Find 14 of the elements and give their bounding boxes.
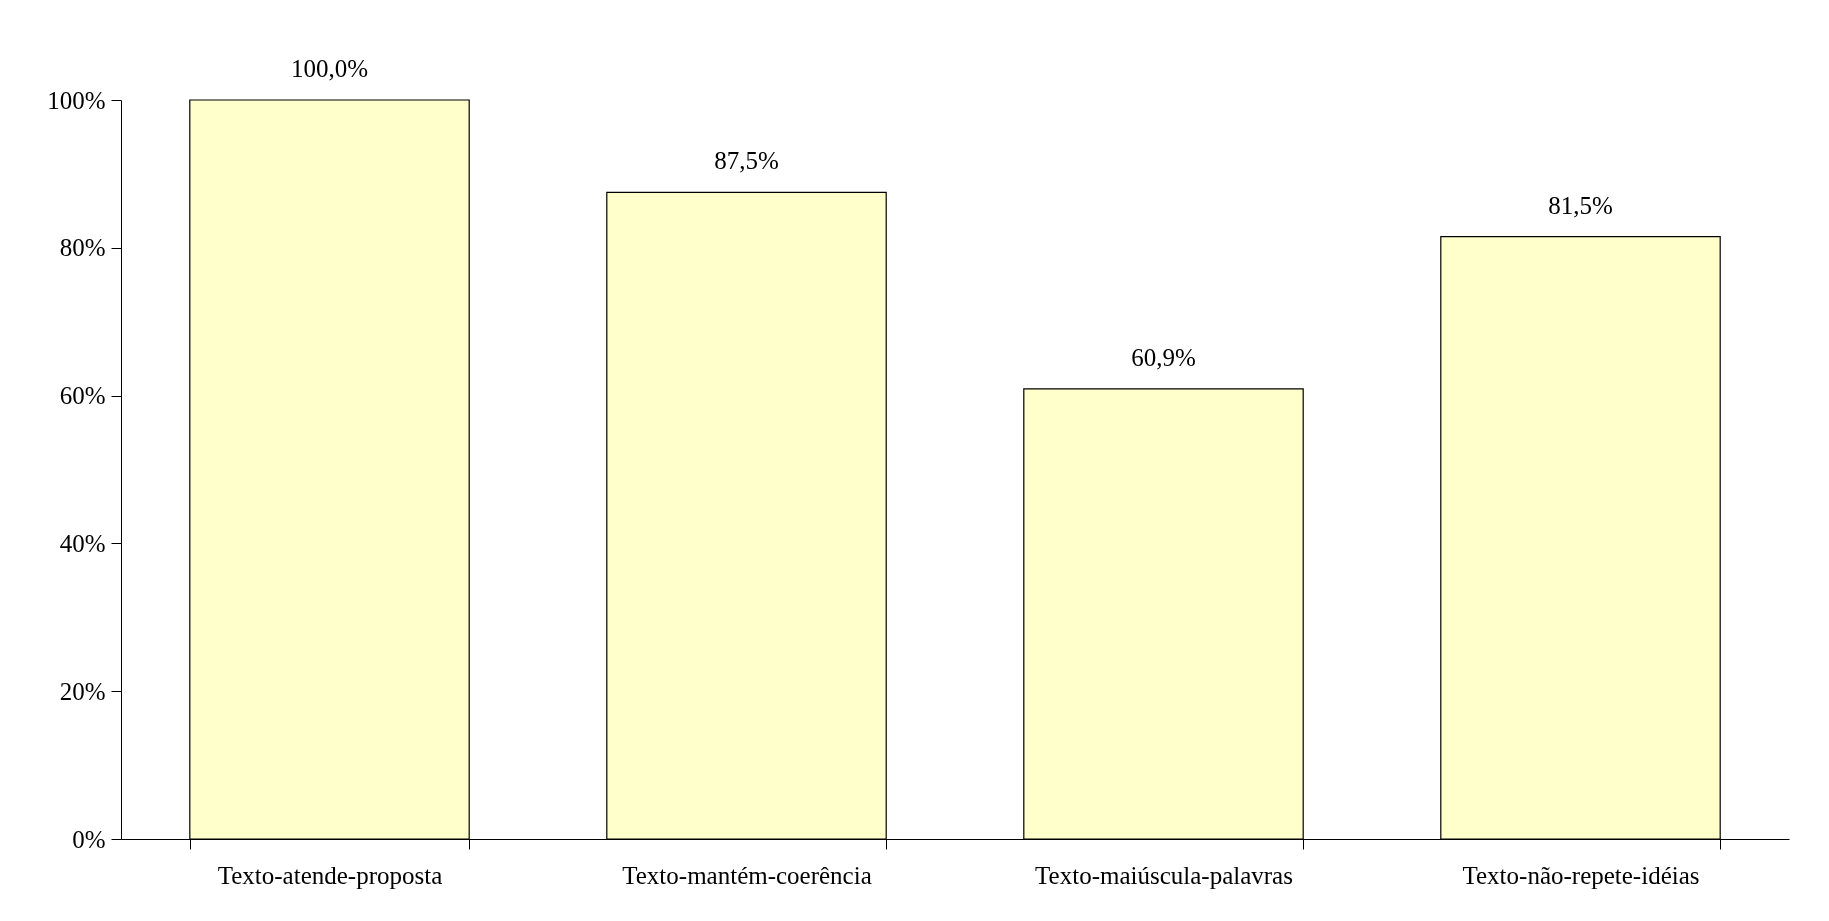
y-tick-label: 60%: [59, 382, 106, 410]
x-tick-label: Texto-mantém-coerência: [622, 861, 872, 889]
y-tick-label: 20%: [59, 677, 106, 705]
y-tick-label: 100%: [47, 86, 106, 114]
x-tick-label: Texto-maiúscula-palavras: [1035, 861, 1293, 889]
y-tick-label: 80%: [59, 234, 106, 262]
y-tick-label: 0%: [72, 825, 106, 853]
y-tick-label: 40%: [59, 529, 106, 557]
data-label: 100,0%: [290, 55, 369, 82]
x-tick-label: Texto-atende-proposta: [217, 861, 443, 889]
data-label: 60,9%: [1131, 343, 1196, 371]
data-label: 87,5%: [714, 147, 779, 175]
x-tick-label: Texto-não-repete-idéias: [1462, 861, 1700, 889]
data-label: 81,5%: [1548, 191, 1613, 219]
